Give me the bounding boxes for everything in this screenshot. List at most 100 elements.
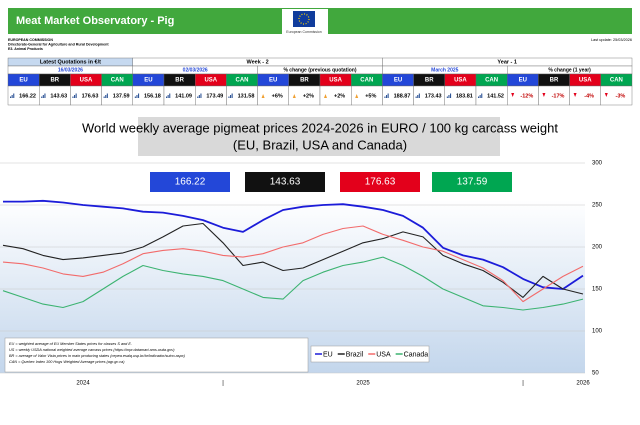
table-value: 143.63 [50,93,67,99]
table-cell [600,85,633,106]
table-value: +2% [303,93,314,99]
trend-arrow [511,93,515,97]
table-value: 137.59 [113,93,130,99]
table-value: +2% [334,93,345,99]
bar-icon [10,96,12,98]
country-code: USA [579,78,592,84]
country-code: USA [204,78,217,84]
country-code: USA [80,78,93,84]
bar-icon [228,96,230,98]
sub-header: % change (previous quotation) [283,67,356,73]
y-tick-label: 250 [592,203,603,209]
latest-box [245,172,325,192]
country-code: EU [394,78,402,84]
table-value: 173.43 [425,93,442,99]
table-value: 176.63 [82,93,99,99]
table-value: -12% [520,93,533,99]
bar-icon [384,96,386,98]
bar-icon [166,96,168,98]
group-header: Week - 2 [246,59,268,65]
latest-value: 137.59 [457,177,488,188]
bar-icon [448,95,450,98]
table-value: 141.52 [487,93,504,99]
y-tick-label: 150 [592,287,603,293]
country-code: EU [519,78,527,84]
note: US = weekly USDA national weighted avera… [9,348,175,352]
trend-arrow [324,94,327,98]
bar-icon [103,96,105,98]
country-code: BR [300,78,309,84]
chart-title: World weekly average pigmeat prices 2024… [82,120,558,135]
table-value: -17% [552,93,565,99]
bar-icon [197,96,199,98]
country-code: USA [329,78,342,84]
bar-icon [72,96,74,98]
logo-text: European Commission [286,30,321,34]
y-tick-label: 50 [592,371,599,377]
org-line: E3. Animal Products [8,47,43,51]
bar-icon [446,96,448,98]
series-line [2,222,584,298]
table-value: 141.09 [175,93,192,99]
country-code: BR [50,78,59,84]
bar-icon [230,95,232,98]
bar-icon [74,95,76,98]
bar-icon [386,95,388,98]
bar-icon [105,95,107,98]
legend-label: EU [323,351,333,358]
quotation-table: Latest Quotations in €/t Week - 2 Year - 1… [7,57,633,106]
country-code: BR [550,78,559,84]
note: BR = average of Valor Vista prices in ma… [9,354,186,358]
table-value: 183.81 [456,93,473,99]
country-code: CAN [111,78,124,84]
chart: 166.22 143.63 176.63 137.59 50 100 150 200 250 30… [0,161,603,387]
x-tick-label: 2026 [576,381,590,387]
table-value: -3% [616,93,626,99]
bar-icon [42,95,44,98]
series-line [2,256,584,311]
bar-icon [134,96,136,98]
bar-icon [106,93,108,98]
table-value: +5% [365,93,376,99]
trend-arrow [355,94,359,98]
bar-icon [415,96,417,98]
latest-box [340,172,420,192]
bar-icon [198,95,200,98]
x-tick-label: 2024 [76,381,90,387]
eu-stars [298,13,310,25]
y-tick-label: 300 [592,161,603,167]
latest-value: 143.63 [270,177,301,188]
trend-arrow [261,94,265,98]
bar-icon [136,95,138,98]
latest-value: 166.22 [175,177,206,188]
sub-header: % change (1 year) [548,67,591,73]
trend-arrow [542,93,546,97]
bar-icon [11,95,13,98]
country-code: USA [454,78,467,84]
latest-box [432,172,512,192]
bar-icon [138,93,140,98]
x-tick-label: | [222,381,224,387]
table-value: 188.87 [394,93,411,99]
org-line: EUROPEAN COMMISSION [8,38,53,42]
bar-icon [167,95,169,98]
country-code: EU [144,78,152,84]
bar-icon [479,95,481,98]
legend-label: USA [376,351,391,358]
bar-icon [169,93,171,98]
table-value: -4% [584,93,594,99]
table-value: 173.49 [206,93,223,99]
bar-icon [387,93,389,98]
bar-icon [200,93,202,98]
group-header: Latest Quotations in €/t [40,59,101,65]
bar-icon [481,93,483,98]
legend-label: Brazil [346,351,364,358]
bar-icon [41,96,43,98]
group-header: Year - 1 [497,59,517,65]
country-code: CAN [610,78,623,84]
table-value: 166.22 [19,93,36,99]
sub-header: March 2025 [431,67,458,73]
series-line [3,199,584,290]
chart-subtitle: (EU, Brazil, USA and Canada) [233,137,407,152]
